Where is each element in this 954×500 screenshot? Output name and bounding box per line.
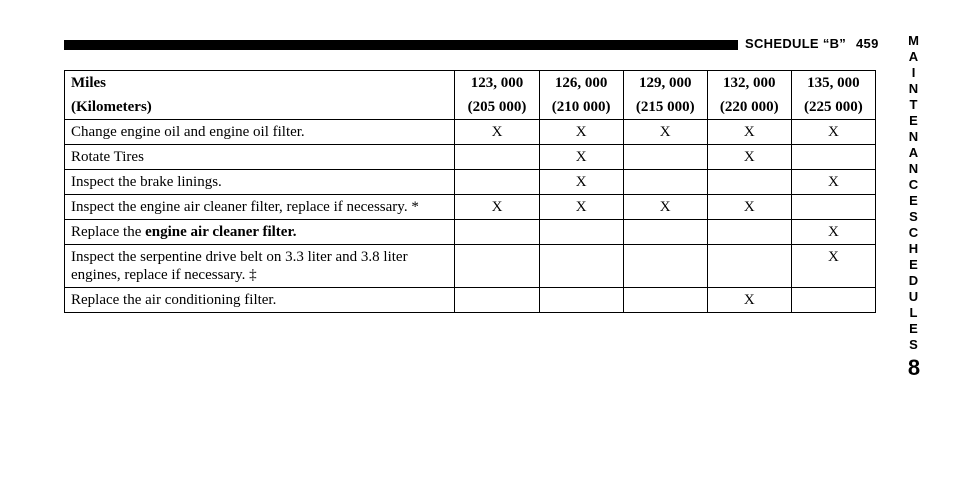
col-miles: 129, 000 <box>623 71 707 96</box>
row-mark: X <box>707 120 791 145</box>
side-tab-word-2: SCHEDULES <box>902 209 926 353</box>
table-row: Inspect the brake linings. X X <box>65 170 876 195</box>
row-mark <box>791 195 875 220</box>
row-mark <box>455 170 539 195</box>
row-mark <box>707 170 791 195</box>
table-row: Inspect the engine air cleaner filter, r… <box>65 195 876 220</box>
row-mark <box>455 245 539 288</box>
side-tab: MAINTENANCE SCHEDULES 8 <box>902 33 926 381</box>
row-desc: Inspect the brake linings. <box>65 170 455 195</box>
schedule-title: SCHEDULE “B” <box>745 36 846 51</box>
row-desc: Inspect the serpentine drive belt on 3.3… <box>65 245 455 288</box>
table-row: Replace the engine air cleaner filter. X <box>65 220 876 245</box>
row-mark: X <box>539 120 623 145</box>
maintenance-table-wrap: Miles 123, 000126, 000129, 000132, 00013… <box>64 70 876 313</box>
row-mark: X <box>455 195 539 220</box>
row-mark <box>707 220 791 245</box>
table-row: Replace the air conditioning filter. X <box>65 288 876 313</box>
col-km: (210 000) <box>539 95 623 120</box>
row-desc: Change engine oil and engine oil filter. <box>65 120 455 145</box>
row-mark: X <box>539 145 623 170</box>
page-number: 459 <box>856 36 879 51</box>
row-mark: X <box>707 288 791 313</box>
row-mark: X <box>707 195 791 220</box>
row-mark: X <box>623 195 707 220</box>
row-mark <box>791 288 875 313</box>
head-desc-km: (Kilometers) <box>65 95 455 120</box>
header-rule <box>64 40 738 50</box>
row-mark: X <box>791 120 875 145</box>
col-km: (205 000) <box>455 95 539 120</box>
maintenance-table: Miles 123, 000126, 000129, 000132, 00013… <box>64 70 876 313</box>
row-desc: Rotate Tires <box>65 145 455 170</box>
col-miles: 126, 000 <box>539 71 623 96</box>
head-desc-miles: Miles <box>65 71 455 96</box>
table-head-miles-row: Miles 123, 000126, 000129, 000132, 00013… <box>65 71 876 96</box>
row-mark <box>455 220 539 245</box>
row-mark: X <box>791 245 875 288</box>
row-mark: X <box>455 120 539 145</box>
col-miles: 132, 000 <box>707 71 791 96</box>
row-mark: X <box>791 220 875 245</box>
col-miles: 135, 000 <box>791 71 875 96</box>
row-mark <box>539 245 623 288</box>
table-row: Change engine oil and engine oil filter.… <box>65 120 876 145</box>
table-row: Rotate Tires X X <box>65 145 876 170</box>
row-mark <box>623 145 707 170</box>
row-mark <box>623 170 707 195</box>
row-mark <box>455 288 539 313</box>
row-desc: Replace the engine air cleaner filter. <box>65 220 455 245</box>
col-km: (220 000) <box>707 95 791 120</box>
row-desc: Inspect the engine air cleaner filter, r… <box>65 195 455 220</box>
row-mark: X <box>539 170 623 195</box>
row-mark <box>623 220 707 245</box>
col-miles: 123, 000 <box>455 71 539 96</box>
row-mark <box>623 245 707 288</box>
row-mark <box>791 145 875 170</box>
row-mark <box>623 288 707 313</box>
row-mark: X <box>623 120 707 145</box>
row-mark: X <box>707 145 791 170</box>
col-km: (215 000) <box>623 95 707 120</box>
row-desc: Replace the air conditioning filter. <box>65 288 455 313</box>
row-mark <box>539 288 623 313</box>
side-tab-chapter: 8 <box>902 355 926 381</box>
row-mark <box>539 220 623 245</box>
col-km: (225 000) <box>791 95 875 120</box>
header-right: SCHEDULE “B” 459 <box>745 36 879 51</box>
row-mark: X <box>791 170 875 195</box>
table-body: Change engine oil and engine oil filter.… <box>65 120 876 313</box>
table-row: Inspect the serpentine drive belt on 3.3… <box>65 245 876 288</box>
row-mark <box>455 145 539 170</box>
row-mark <box>707 245 791 288</box>
table-head-km-row: (Kilometers) (205 000)(210 000)(215 000)… <box>65 95 876 120</box>
row-mark: X <box>539 195 623 220</box>
side-tab-word-1: MAINTENANCE <box>902 33 926 209</box>
